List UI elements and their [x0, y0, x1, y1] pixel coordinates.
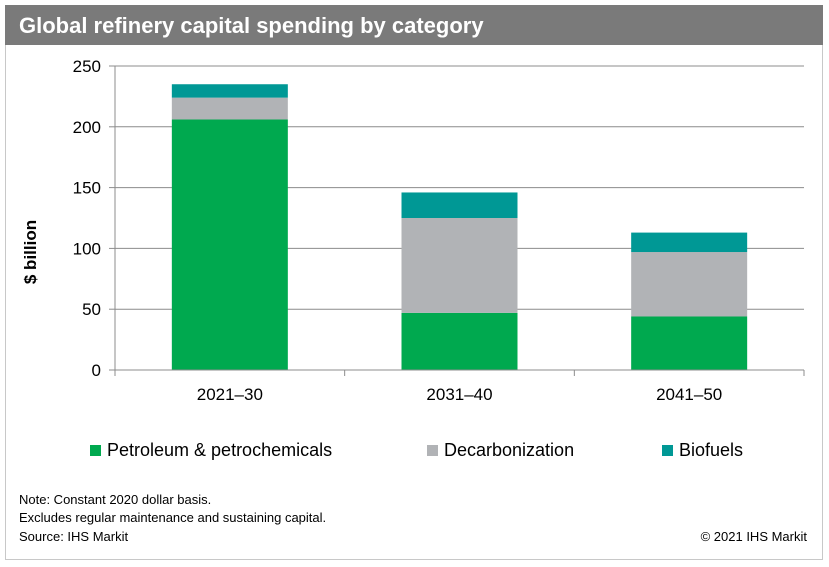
note-line-1: Note: Constant 2020 dollar basis.	[19, 492, 212, 507]
y-tick-label: 250	[73, 57, 101, 76]
title-bar: Global refinery capital spending by cate…	[5, 5, 823, 45]
legend: Petroleum & petrochemicals Decarbonizati…	[0, 440, 829, 464]
bar-segment-petroleum-petrochemicals-1	[401, 312, 518, 370]
bar-segment-decarbonization-1	[401, 218, 518, 313]
y-tick-label: 0	[92, 361, 101, 380]
bar-segment-biofuels-1	[401, 192, 518, 218]
bar-segment-decarbonization-2	[631, 252, 748, 317]
legend-swatch-petroleum	[90, 445, 101, 456]
legend-label-petroleum: Petroleum & petrochemicals	[107, 440, 333, 460]
y-tick-label: 150	[73, 179, 101, 198]
legend-swatch-decarbonization	[427, 445, 438, 456]
bar-segment-biofuels-0	[171, 84, 288, 98]
legend-item-decarbonization: Decarbonization	[427, 440, 574, 461]
legend-label-decarbonization: Decarbonization	[444, 440, 575, 460]
bar-segment-decarbonization-0	[171, 97, 288, 120]
x-tick-label: 2041–50	[656, 385, 722, 404]
legend-swatch-biofuels	[662, 445, 673, 456]
legend-label-biofuels: Biofuels	[679, 440, 744, 460]
bar-segment-petroleum-petrochemicals-2	[631, 316, 748, 370]
x-tick-label: 2031–40	[426, 385, 492, 404]
x-tick-label: 2021–30	[197, 385, 263, 404]
y-tick-label: 200	[73, 118, 101, 137]
legend-item-biofuels: Biofuels	[662, 440, 743, 461]
legend-item-petroleum: Petroleum & petrochemicals	[90, 440, 332, 461]
source-note: Source: IHS Markit	[19, 529, 129, 544]
y-axis-label: $ billion	[21, 219, 40, 285]
bar-segment-petroleum-petrochemicals-0	[171, 119, 288, 370]
chart-title: Global refinery capital spending by cate…	[19, 13, 484, 38]
y-tick-label: 50	[82, 300, 101, 319]
y-axis-label-wrap: $ billion	[21, 220, 41, 284]
bar-segment-biofuels-2	[631, 232, 748, 253]
copyright: © 2021 IHS Markit	[700, 529, 807, 544]
y-tick-label: 100	[73, 239, 101, 258]
note-line-2: Excludes regular maintenance and sustain…	[19, 510, 327, 525]
